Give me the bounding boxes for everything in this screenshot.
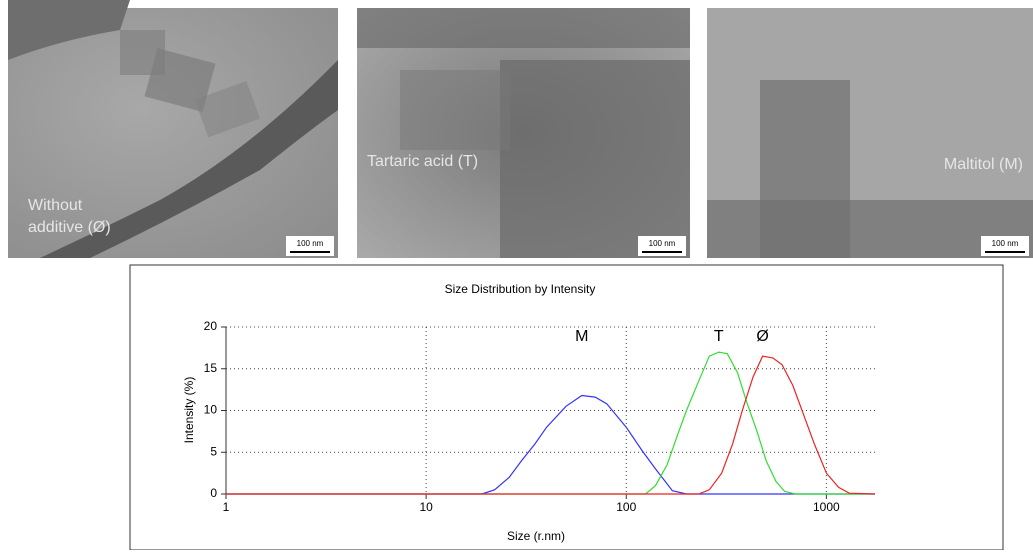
y-tick-label: 5 [210, 444, 217, 458]
image-label: Maltitol (M) [944, 156, 1023, 173]
scale-bar-label: 100 nm [297, 239, 324, 248]
y-tick-label: 15 [204, 361, 218, 375]
y-axis-label: Intensity (%) [182, 377, 196, 444]
x-axis-label: Size (r.nm) [507, 529, 565, 543]
series-label: M [575, 328, 588, 345]
image-label: Without [28, 197, 83, 214]
x-tick-label: 10 [419, 500, 433, 514]
x-tick-label: 100 [616, 500, 636, 514]
y-tick-label: 0 [210, 486, 217, 500]
image-label: Tartaric acid (T) [367, 153, 478, 170]
tem-image [357, 8, 690, 258]
scale-bar-label: 100 nm [992, 239, 1019, 248]
chart-title: Size Distribution by Intensity [445, 282, 596, 296]
chart-frame [130, 265, 1003, 550]
y-tick-label: 10 [204, 403, 218, 417]
scale-bar-label: 100 nm [649, 239, 676, 248]
x-tick-label: 1 [223, 500, 230, 514]
x-tick-label: 1000 [813, 500, 840, 514]
figure: Without additive (Ø) 100 nm Tartaric acid (… [0, 0, 1033, 550]
series-label: Ø [756, 328, 768, 345]
y-tick-label: 20 [204, 319, 218, 333]
image-label: additive (Ø) [28, 219, 111, 236]
series-label: T [714, 328, 724, 345]
tem-image [707, 8, 1033, 258]
